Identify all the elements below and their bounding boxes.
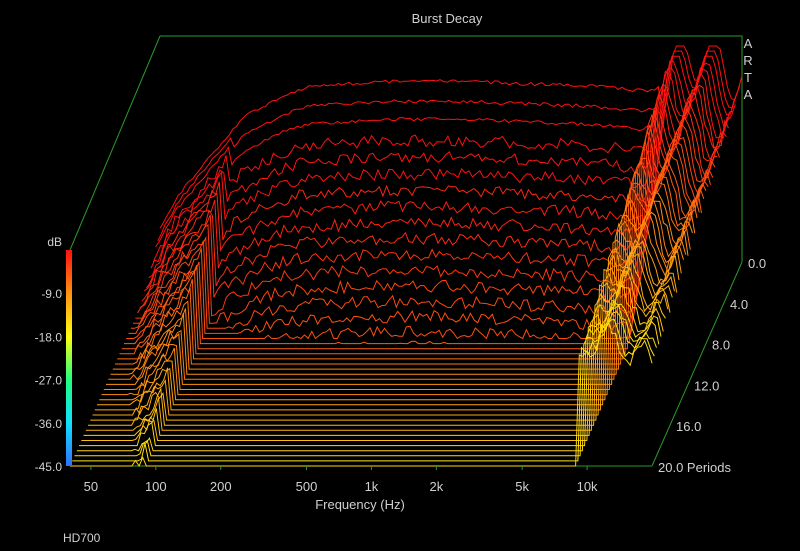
- x-tick-label: 1k: [365, 479, 379, 494]
- x-axis-label: Frequency (Hz): [315, 497, 405, 512]
- decay-slice: [83, 285, 666, 436]
- z-tick-label: 20.0 Periods: [658, 460, 731, 475]
- y-axis-label: dB: [47, 235, 62, 249]
- waterfall-slices: [70, 45, 743, 468]
- decay-slice: [137, 107, 720, 314]
- decay-slice: [81, 284, 664, 441]
- decay-slice: [117, 173, 700, 360]
- watermark-letter: R: [743, 53, 752, 68]
- x-tick-label: 2k: [429, 479, 443, 494]
- z-tick-label: 4.0: [730, 297, 748, 312]
- decay-slice: [146, 83, 729, 289]
- z-tick-label: 12.0: [694, 378, 719, 393]
- decay-slice: [148, 70, 731, 279]
- z-tick-label: 0.0: [748, 256, 766, 271]
- decay-slice: [88, 266, 671, 426]
- decay-slice: [92, 251, 675, 416]
- z-ticks: 0.0 4.0 8.0 12.0 16.0 20.0 Periods: [658, 256, 766, 475]
- x-tick-label: 100: [145, 479, 167, 494]
- decay-slice: [90, 259, 673, 421]
- decay-slice: [85, 270, 669, 431]
- decay-slice: [126, 142, 709, 340]
- left-edge: [69, 35, 161, 251]
- decay-slice: [70, 318, 653, 468]
- decay-slice: [152, 60, 736, 263]
- x-tick-label: 10k: [577, 479, 598, 494]
- decay-slice: [76, 304, 660, 452]
- x-tick-label: 200: [210, 479, 232, 494]
- decay-slice: [139, 100, 723, 309]
- y-ticks: -9.0 -18.0 -27.0 -36.0 -45.0: [35, 287, 63, 474]
- x-tick-label: 500: [296, 479, 318, 494]
- decay-slice: [124, 152, 707, 345]
- y-tick-label: -45.0: [35, 460, 63, 474]
- y-tick-label: -18.0: [35, 330, 63, 344]
- decay-slice: [155, 55, 738, 248]
- color-bar: [66, 250, 72, 466]
- decay-slice: [121, 158, 705, 350]
- watermark-letter: T: [744, 70, 752, 85]
- z-tick-label: 8.0: [712, 338, 730, 353]
- y-tick-label: -27.0: [35, 374, 63, 388]
- x-ticks: 50 100 200 500 1k 2k 5k 10k: [84, 466, 598, 494]
- right-depth-edge: [651, 261, 743, 467]
- decay-slice: [157, 50, 741, 242]
- decay-slice: [74, 311, 657, 457]
- y-tick-label: -36.0: [35, 417, 63, 431]
- z-tick-label: 16.0: [676, 419, 701, 434]
- decay-slice: [141, 92, 725, 302]
- decay-slice: [72, 318, 655, 462]
- x-tick-label: 50: [84, 479, 98, 494]
- footer-note: HD700: [63, 531, 101, 545]
- watermark-letter: A: [744, 36, 753, 51]
- x-tick-label: 5k: [515, 479, 529, 494]
- chart-title: Burst Decay: [412, 11, 483, 26]
- watermark-letter: A: [744, 87, 753, 102]
- y-tick-label: -9.0: [41, 287, 62, 301]
- decay-slice: [159, 45, 743, 229]
- back-frame: [160, 35, 743, 262]
- decay-slice: [79, 300, 662, 447]
